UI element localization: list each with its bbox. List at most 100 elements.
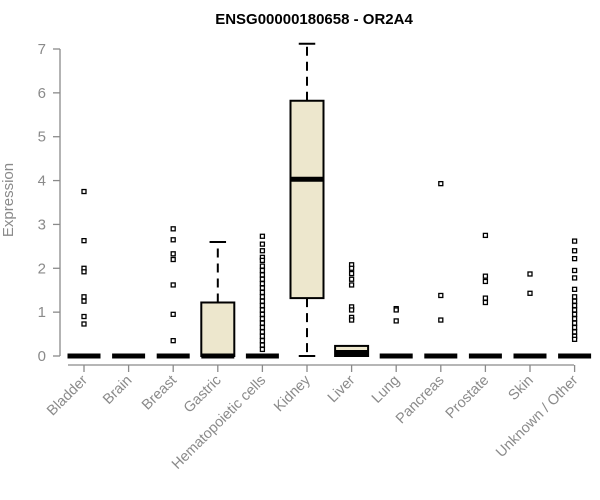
outlier-point bbox=[571, 302, 578, 309]
y-tick-label: 3 bbox=[38, 216, 46, 233]
outlier-point bbox=[259, 241, 266, 247]
y-tick-label: 7 bbox=[38, 41, 46, 58]
y-axis-ticks: 0 1 2 3 4 5 6 7 bbox=[38, 41, 60, 365]
x-tick-label: Liver bbox=[325, 372, 359, 406]
outlier-point bbox=[259, 324, 266, 331]
outlier-point bbox=[259, 233, 266, 239]
outlier-point bbox=[482, 299, 489, 306]
outlier-point bbox=[259, 285, 266, 291]
outlier-point bbox=[259, 257, 266, 264]
outlier-point bbox=[170, 337, 176, 344]
outlier-point bbox=[482, 232, 489, 239]
x-tick-label: Pancreas bbox=[393, 373, 448, 428]
outlier-point bbox=[571, 324, 578, 331]
x-tick-label: Skin bbox=[506, 373, 537, 404]
outlier-point bbox=[438, 180, 444, 187]
x-tick-label: Brain bbox=[100, 373, 135, 408]
box-group bbox=[468, 232, 502, 359]
y-tick-label: 1 bbox=[38, 304, 46, 321]
outlier-point bbox=[571, 336, 578, 342]
outlier-point bbox=[571, 286, 578, 292]
box-group bbox=[513, 271, 547, 359]
outlier-point bbox=[81, 238, 87, 244]
y-tick-label: 5 bbox=[38, 129, 46, 146]
outlier-point bbox=[170, 237, 176, 243]
outlier-point bbox=[571, 248, 578, 254]
box-group bbox=[424, 180, 458, 359]
outlier-point bbox=[259, 280, 266, 287]
y-tick-label: 6 bbox=[38, 85, 46, 102]
box-group bbox=[379, 305, 413, 359]
outlier-point bbox=[571, 320, 578, 326]
box-group bbox=[558, 238, 592, 359]
outlier-point bbox=[259, 289, 266, 296]
outlier-point bbox=[259, 248, 266, 254]
outlier-point bbox=[259, 342, 266, 348]
outlier-point bbox=[482, 273, 489, 279]
outlier-point bbox=[81, 269, 87, 275]
outlier-point bbox=[527, 290, 533, 296]
y-tick-label: 4 bbox=[38, 173, 46, 190]
outlier-point bbox=[259, 316, 266, 322]
y-axis-label: Expression bbox=[0, 163, 17, 237]
box-body bbox=[289, 99, 325, 300]
outlier-point bbox=[393, 307, 399, 313]
y-tick-label: 0 bbox=[38, 348, 46, 365]
outlier-point bbox=[81, 188, 87, 195]
outlier-point bbox=[259, 333, 266, 339]
outlier-point bbox=[170, 256, 176, 263]
outlier-point bbox=[482, 295, 489, 301]
outlier-point bbox=[393, 318, 399, 324]
outlier-point bbox=[259, 337, 266, 344]
box-group bbox=[289, 42, 325, 357]
outlier-point bbox=[81, 294, 87, 300]
outlier-point bbox=[81, 321, 87, 327]
outlier-point bbox=[259, 263, 266, 269]
outlier-point bbox=[571, 255, 578, 262]
outlier-point bbox=[571, 275, 578, 281]
box-group bbox=[245, 233, 279, 359]
outlier-point bbox=[348, 276, 355, 282]
outlier-point bbox=[438, 317, 444, 323]
outlier-point bbox=[170, 311, 176, 317]
outlier-point bbox=[81, 298, 87, 304]
outlier-point bbox=[259, 267, 266, 274]
outlier-point bbox=[348, 317, 355, 323]
outlier-point bbox=[571, 329, 578, 335]
x-tick-label: Bladder bbox=[44, 372, 91, 419]
outlier-point bbox=[259, 294, 266, 300]
outlier-point bbox=[259, 298, 266, 304]
outlier-point bbox=[571, 298, 578, 304]
x-tick-label: Prostate bbox=[443, 373, 492, 422]
box-body bbox=[200, 301, 236, 358]
outlier-point bbox=[348, 307, 355, 313]
x-tick-label: Kidney bbox=[271, 372, 314, 415]
outlier-point bbox=[259, 329, 266, 335]
outlier-point bbox=[170, 226, 176, 232]
outlier-point bbox=[527, 271, 533, 277]
box-group bbox=[156, 226, 190, 359]
outlier-point bbox=[571, 294, 578, 300]
outlier-point bbox=[571, 311, 578, 317]
outlier-point bbox=[571, 238, 578, 244]
outlier-point bbox=[259, 311, 266, 317]
box-group bbox=[200, 240, 236, 359]
box-series bbox=[67, 42, 592, 359]
outlier-point bbox=[81, 313, 87, 320]
outlier-point bbox=[571, 267, 578, 274]
outlier-point bbox=[348, 282, 355, 288]
y-tick-label: 2 bbox=[38, 260, 46, 277]
chart-title: ENSG00000180658 - OR2A4 bbox=[215, 11, 413, 28]
outlier-point bbox=[259, 302, 266, 309]
outlier-point bbox=[438, 292, 444, 299]
outlier-point bbox=[571, 307, 578, 313]
outlier-point bbox=[348, 265, 355, 271]
outlier-point bbox=[170, 251, 176, 257]
x-tick-label: Lung bbox=[369, 373, 403, 407]
x-tick-label: Gastric bbox=[181, 373, 225, 417]
outlier-point bbox=[259, 320, 266, 326]
outlier-point bbox=[348, 270, 355, 277]
outlier-point bbox=[170, 282, 176, 288]
outlier-point bbox=[259, 276, 266, 282]
